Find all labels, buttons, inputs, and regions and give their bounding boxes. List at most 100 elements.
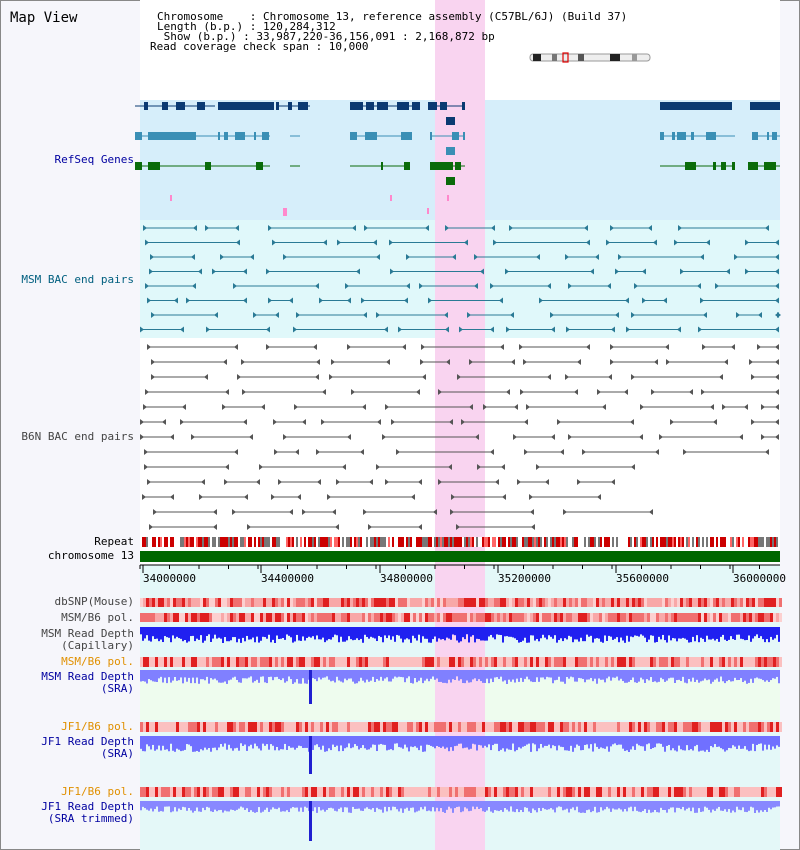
repeat-label[interactable]: Repeat (94, 535, 134, 548)
depth-bar (624, 801, 626, 809)
pol-cell (170, 657, 173, 667)
depth-bar (562, 801, 564, 811)
pol-cell (644, 657, 647, 667)
repeat-mark (228, 537, 230, 547)
depth-bar (632, 670, 634, 678)
depth-bar (302, 801, 304, 812)
bac-end (144, 464, 148, 470)
depth-bar (750, 736, 752, 751)
depth-bar (682, 670, 684, 677)
pol-cell (671, 598, 674, 607)
jf1-read-depth-sra-label[interactable]: JF1 Read Depth (SRA) (41, 735, 134, 760)
pol-cell (404, 657, 407, 667)
depth-bar (214, 736, 216, 748)
pol-cell (677, 598, 680, 607)
depth-bar (456, 627, 458, 641)
depth-bar (164, 670, 166, 678)
msm-bac-pairs-track[interactable] (140, 225, 781, 333)
selected-region-highlight[interactable] (435, 0, 485, 850)
depth-bar (762, 627, 764, 640)
pol-cell (704, 613, 707, 622)
pol-cell (380, 657, 383, 667)
repeat-mark (538, 537, 540, 547)
depth-bar (592, 670, 594, 682)
pol-cell (437, 613, 440, 622)
msm-bac-label[interactable]: MSM BAC end pairs (21, 273, 134, 286)
msm-read-depth-sra-label[interactable]: MSM Read Depth (SRA) (41, 670, 134, 695)
depth-bar (448, 670, 450, 680)
bac-end (566, 326, 570, 333)
depth-bar (380, 627, 382, 638)
pol-cell (233, 657, 236, 667)
pol-cell (434, 787, 437, 797)
b6n-bac-pairs-track[interactable] (140, 344, 779, 530)
pol-cell (587, 722, 590, 732)
depth-bar (478, 670, 480, 680)
bac-end (249, 434, 253, 440)
depth-bar (732, 670, 734, 682)
depth-bar (260, 670, 262, 677)
depth-bar (660, 736, 662, 744)
repeat-mark (142, 537, 144, 547)
pol-cell (554, 613, 557, 622)
depth-bar (750, 627, 752, 642)
pol-cell (179, 722, 182, 732)
pol-cell (734, 787, 737, 797)
pol-cell (755, 787, 758, 797)
depth-bar (144, 736, 146, 752)
dbsnp-label[interactable]: dbSNP(Mouse) (54, 595, 134, 608)
depth-bar (340, 627, 342, 637)
pol-cell (482, 598, 485, 607)
depth-bar (204, 801, 206, 811)
chromosome-label[interactable]: chromosome 13 (47, 549, 134, 562)
jf1-b6-pol-label-1[interactable]: JF1/B6 pol. (61, 720, 134, 733)
depth-bar (768, 670, 770, 682)
depth-bar (260, 801, 262, 813)
depth-bar (590, 670, 592, 678)
b6n-bac-label[interactable]: B6N BAC end pairs (21, 430, 134, 443)
depth-bar (248, 736, 250, 747)
bac-end (268, 297, 272, 304)
pol-cell (566, 613, 569, 622)
repeat-mark (320, 537, 322, 547)
depth-bar (364, 801, 366, 809)
depth-bar (414, 627, 416, 639)
pol-cell (230, 657, 233, 667)
pol-cell (518, 722, 521, 732)
depth-bar (456, 736, 458, 746)
depth-bar (386, 627, 388, 639)
refseq-genes-label[interactable]: RefSeq Genes (54, 153, 134, 166)
pol-cell (395, 787, 398, 797)
repeat-mark (290, 537, 292, 547)
refseq-genes-track[interactable] (135, 102, 780, 216)
jf1-read-depth-trimmed-label[interactable]: JF1 Read Depth (SRA trimmed) (41, 800, 134, 825)
depth-bar (298, 801, 300, 812)
msm-b6-pol-label-1[interactable]: MSM/B6 pol. (61, 611, 134, 624)
msm-read-depth-capillary-label[interactable]: MSM Read Depth (Capillary) (41, 627, 134, 652)
bac-end (398, 326, 402, 333)
chromosome-ideogram[interactable] (529, 52, 651, 63)
pol-cell (362, 787, 365, 797)
depth-bar (400, 801, 402, 809)
bac-end (655, 449, 659, 455)
repeat-mark (244, 537, 246, 547)
depth-bar (344, 736, 346, 749)
chromosome-13-bar[interactable] (140, 551, 780, 562)
pol-cell (620, 657, 623, 667)
jf1-b6-pol-label-2[interactable]: JF1/B6 pol. (61, 785, 134, 798)
depth-bar (686, 801, 688, 809)
pol-cell (461, 787, 464, 797)
msm-b6-pol-label-2[interactable]: MSM/B6 pol. (61, 655, 134, 668)
repeat-mark (628, 537, 630, 547)
depth-bar (294, 736, 296, 750)
pol-cell (146, 598, 149, 607)
repeat-mark (400, 537, 402, 547)
pol-cell (692, 787, 695, 797)
repeat-track[interactable] (140, 537, 780, 547)
depth-bar (550, 670, 552, 678)
pol-cell (509, 598, 512, 607)
depth-bar (546, 736, 548, 746)
pol-cell (446, 722, 449, 732)
depth-bar (388, 670, 390, 682)
